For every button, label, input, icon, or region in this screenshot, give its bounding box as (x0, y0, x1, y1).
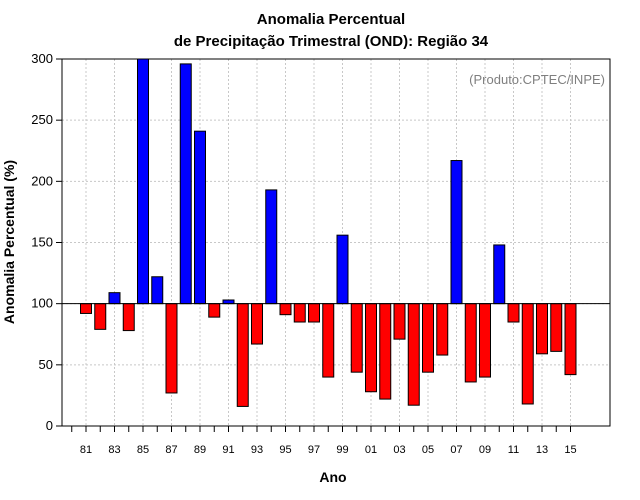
y-tick-label: 0 (46, 418, 53, 433)
bar-13 (536, 303, 548, 355)
y-tick-label: 150 (31, 235, 53, 250)
bar-82 (94, 303, 107, 330)
bar-86 (151, 276, 164, 305)
bar-87 (165, 303, 178, 394)
x-tick-label: 13 (536, 444, 548, 456)
x-tick-label: 01 (365, 444, 377, 456)
bar-11 (507, 303, 520, 323)
x-axis: 81 83 85 87 89 91 93 95 97 99 01 03 05 07 09 11 13 15 (71, 426, 577, 456)
x-tick-label: 07 (450, 444, 462, 456)
bar-95 (279, 303, 292, 316)
bar-08 (464, 303, 477, 383)
bar-88 (179, 63, 192, 305)
y-tick-label: 100 (31, 296, 53, 311)
x-tick-label: 99 (336, 444, 348, 456)
bar-91 (222, 299, 235, 305)
bar-81 (80, 303, 92, 314)
x-tick-label: 95 (279, 444, 291, 456)
x-tick-label: 87 (165, 444, 177, 456)
x-tick-label: 81 (80, 444, 92, 456)
bar-85 (137, 58, 149, 305)
grid (62, 59, 610, 426)
bar-99 (336, 234, 349, 305)
bar-14 (550, 303, 563, 352)
bar-06 (436, 303, 449, 356)
bars (80, 58, 577, 407)
x-tick-label: 91 (222, 444, 234, 456)
bar-83 (108, 292, 121, 305)
y-tick-label: 200 (31, 173, 53, 188)
chart-title: Anomalia Percentual (257, 11, 405, 28)
bar-89 (194, 130, 206, 305)
x-tick-label: 11 (508, 444, 519, 456)
chart-subtitle: de Precipitação Trimestral (OND): Região… (174, 33, 489, 50)
x-tick-label: 05 (422, 444, 434, 456)
y-axis-label: Anomalia Percentual (%) (1, 160, 17, 324)
bar-00 (350, 303, 363, 373)
x-tick-label: 83 (108, 444, 120, 456)
bar-90 (208, 303, 221, 318)
bar-15 (564, 303, 577, 376)
x-axis-label: Ano (319, 469, 346, 485)
bar-92 (236, 303, 249, 407)
y-axis: 0 50 100 150 200 250 300 (31, 51, 62, 433)
bar-07 (450, 160, 463, 305)
bar-12 (521, 303, 534, 405)
bar-97 (308, 303, 320, 323)
x-tick-label: 85 (137, 444, 149, 456)
bar-93 (251, 303, 263, 345)
bar-02 (379, 303, 392, 400)
x-tick-label: 09 (479, 444, 491, 456)
bar-01 (365, 303, 377, 393)
bar-96 (293, 303, 306, 323)
x-tick-label: 93 (251, 444, 263, 456)
y-tick-label: 250 (31, 112, 53, 127)
bar-05 (422, 303, 434, 373)
bar-84 (122, 303, 135, 332)
bar-09 (479, 303, 491, 378)
x-tick-label: 97 (308, 444, 320, 456)
y-tick-label: 300 (31, 51, 53, 66)
bar-10 (493, 244, 506, 305)
y-tick-label: 50 (39, 357, 53, 372)
bar-03 (393, 303, 406, 340)
credit-text: (Produto:CPTEC/INPE) (469, 72, 605, 87)
x-tick-label: 15 (564, 444, 576, 456)
x-tick-label: 89 (194, 444, 206, 456)
bar-98 (322, 303, 335, 378)
x-tick-label: 03 (393, 444, 405, 456)
bar-04 (407, 303, 420, 406)
bar-94 (265, 189, 278, 305)
